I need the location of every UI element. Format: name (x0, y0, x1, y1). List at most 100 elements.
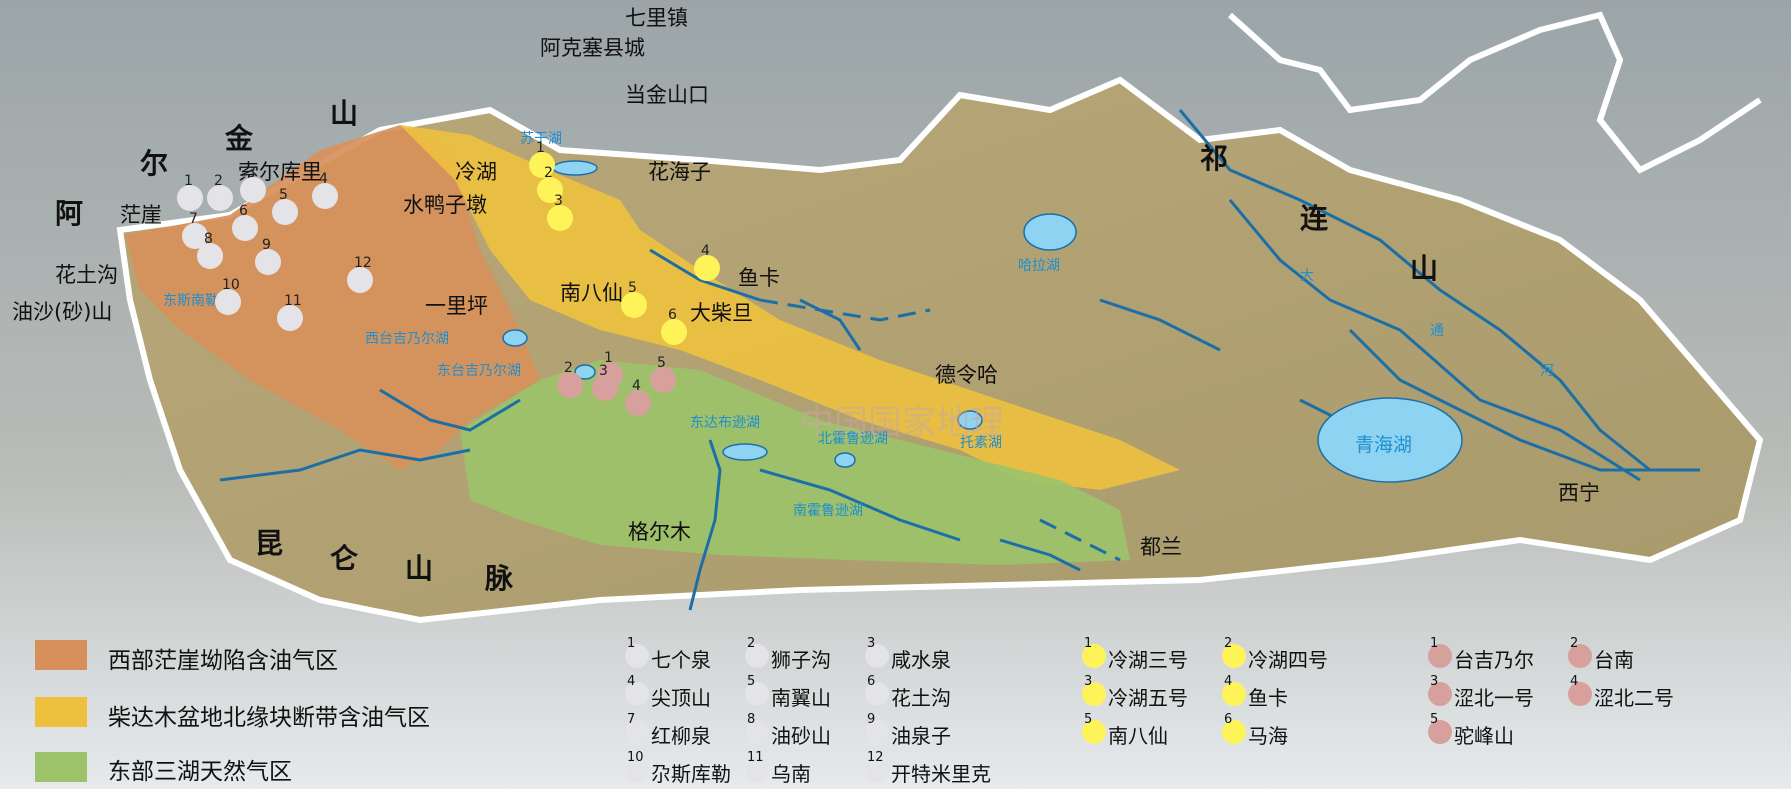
lake-beihuo: 北霍鲁逊湖 (818, 431, 888, 447)
mountain-qilian-1: 祁 (1200, 142, 1229, 175)
yellow-legend-name-4: 鱼卡 (1248, 686, 1288, 710)
gray-field-dot-12 (347, 267, 373, 293)
gray-legend-dot-7 (625, 720, 649, 744)
yellow-legend-dot-5 (1082, 720, 1106, 744)
place-yuka: 鱼卡 (738, 266, 780, 290)
lake-sugan: 苏干湖 (520, 131, 562, 147)
lake-dongdabu: 东达布逊湖 (690, 415, 760, 431)
gray-field-dot-1 (177, 185, 203, 211)
legend-swatch-west (35, 640, 87, 670)
legend-east: 东部三湖天然气区 (108, 759, 292, 785)
pink-legend-num-2: 2 (1570, 636, 1579, 651)
gray-legend-num-10: 10 (627, 750, 644, 765)
gray-field-dot-9 (255, 249, 281, 275)
gray-field-dot-5 (272, 199, 298, 225)
mountain-qilian-2: 连 (1300, 202, 1329, 235)
yellow-field-dot-2 (537, 177, 563, 203)
place-lenghu: 冷湖 (455, 160, 497, 184)
pink-legend-name-2: 台南 (1594, 648, 1634, 672)
legend-north: 柴达木盆地北缘块断带含油气区 (108, 705, 430, 731)
gray-legend-dot-8 (745, 720, 769, 744)
pink-field-number-3: 3 (599, 363, 608, 379)
yellow-legend-num-5: 5 (1084, 712, 1093, 727)
place-youshashan: 油沙(砂)山 (12, 300, 113, 324)
gray-legend-dot-1 (625, 644, 649, 668)
pink-legend-dot-2 (1568, 644, 1592, 668)
gray-legend-num-8: 8 (747, 712, 756, 727)
gray-field-dot-8 (197, 243, 223, 269)
gray-legend-name-9: 油泉子 (891, 724, 951, 748)
gray-legend-name-5: 南翼山 (771, 686, 831, 710)
province-border-ne (1227, 11, 1762, 174)
gray-legend-dot-3 (865, 644, 889, 668)
pink-legend-dot-4 (1568, 682, 1592, 706)
gray-legend-name-11: 乌南 (771, 762, 811, 786)
mountain-altun-2: 尔 (140, 147, 169, 180)
yellow-field-number-6: 6 (668, 307, 677, 323)
gray-legend-name-1: 七个泉 (651, 648, 711, 672)
seasonal-rivers (759, 298, 1121, 562)
gray-legend-dot-9 (865, 720, 889, 744)
place-xining: 西宁 (1558, 481, 1600, 505)
mountain-altun-3: 金 (225, 122, 254, 155)
mountain-altun-4: 山 (330, 97, 359, 130)
lake-tuosu: 托素湖 (960, 435, 1002, 451)
yellow-field-number-3: 3 (554, 193, 563, 209)
gray-legend-num-1: 1 (627, 636, 636, 651)
place-huatugou: 花土沟 (55, 263, 118, 287)
place-dachaidan: 大柴旦 (690, 301, 753, 325)
yellow-legend-name-6: 马海 (1248, 724, 1288, 748)
gray-legend-num-3: 3 (867, 636, 876, 651)
gray-legend-num-5: 5 (747, 674, 756, 689)
place-qilizhen: 七里镇 (625, 6, 688, 30)
yellow-legend-name-2: 冷湖四号 (1248, 648, 1328, 672)
gray-legend-num-12: 12 (867, 750, 884, 765)
mountain-kunlun-4: 脉 (485, 562, 514, 595)
gray-legend-name-2: 狮子沟 (771, 648, 831, 672)
pink-field-dot-2 (557, 372, 583, 398)
river-datong-1: 大 (1300, 268, 1314, 284)
gray-legend-name-3: 咸水泉 (891, 648, 951, 672)
river-datong-2: 通 (1430, 323, 1444, 339)
gray-legend-name-8: 油砂山 (771, 724, 831, 748)
place-huahaizi: 花海子 (648, 160, 711, 184)
yellow-field-number-1: 1 (536, 140, 545, 156)
gray-legend-num-9: 9 (867, 712, 876, 727)
gray-legend-dot-2 (745, 644, 769, 668)
gray-field-number-7: 7 (189, 211, 198, 227)
gray-legend-dot-5 (745, 682, 769, 706)
gray-field-number-3: 3 (247, 165, 256, 181)
gray-field-number-4: 4 (319, 171, 328, 187)
yellow-legend-num-3: 3 (1084, 674, 1093, 689)
pink-legend-name-1: 台吉乃尔 (1454, 648, 1534, 672)
yellow-legend-dot-2 (1222, 644, 1246, 668)
place-yiliping: 一里坪 (425, 294, 488, 318)
yellow-legend-dot-6 (1222, 720, 1246, 744)
gray-field-number-8: 8 (204, 231, 213, 247)
place-mangya: 茫崖 (120, 203, 162, 227)
yellow-legend-dot-1 (1082, 644, 1106, 668)
gray-field-dot-6 (232, 215, 258, 241)
gray-field-number-9: 9 (262, 237, 271, 253)
gray-legend-dot-11 (745, 758, 769, 782)
yellow-field-number-2: 2 (544, 165, 553, 181)
gray-legend-dot-4 (625, 682, 649, 706)
gray-field-number-11: 11 (284, 293, 302, 309)
legend-swatch-east (35, 752, 87, 782)
gray-legend-num-11: 11 (747, 750, 764, 765)
gray-legend-name-10: 尕斯库勒 (651, 762, 731, 786)
mountain-altun-1: 阿 (55, 197, 84, 230)
place-dangjin: 当金山口 (625, 83, 709, 107)
pink-field-dot-3 (592, 375, 618, 401)
gray-field-dot-11 (277, 305, 303, 331)
gray-field-dot-4 (312, 183, 338, 209)
zone-north (400, 125, 1180, 490)
gray-legend-num-2: 2 (747, 636, 756, 651)
gray-field-number-12: 12 (354, 255, 372, 271)
lake-dongtaiji: 东台吉乃尔湖 (437, 363, 521, 379)
yellow-legend-name-5: 南八仙 (1108, 724, 1168, 748)
pink-field-number-5: 5 (657, 355, 666, 371)
gray-field-dot-3 (240, 177, 266, 203)
yellow-field-dot-1 (529, 152, 555, 178)
yellow-legend-dot-3 (1082, 682, 1106, 706)
